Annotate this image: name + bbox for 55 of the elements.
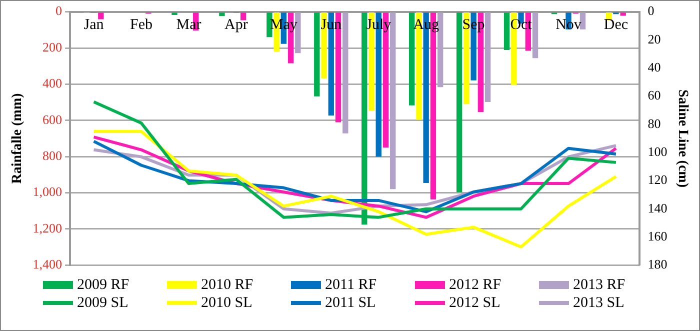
y-tick-label: 1,200 bbox=[32, 220, 62, 236]
x-tick-label: Oct bbox=[510, 17, 533, 34]
legend-label: 2010 SL bbox=[201, 294, 252, 312]
bar bbox=[390, 12, 396, 190]
x-tick-label: Aug bbox=[413, 17, 440, 34]
y-tick-label: 200 bbox=[42, 39, 62, 54]
x-tick-label: May bbox=[270, 17, 298, 34]
y-tick-label: 0 bbox=[56, 3, 62, 18]
y-tick-label: 800 bbox=[42, 148, 62, 164]
y-tick-label: 1,000 bbox=[32, 184, 62, 200]
y2-tick-label: 180 bbox=[648, 256, 668, 272]
bar bbox=[172, 12, 178, 16]
y2-tick-label: 0 bbox=[648, 3, 654, 18]
x-tick-label: Sep bbox=[462, 17, 485, 34]
y2-axis-title: Saline Line (cm) bbox=[674, 90, 690, 188]
y2-tick-label: 140 bbox=[648, 200, 668, 216]
x-tick-label: Apr bbox=[224, 17, 248, 34]
bar bbox=[532, 12, 538, 58]
x-tick-label: Jun bbox=[320, 17, 342, 34]
bar bbox=[580, 12, 586, 30]
bar bbox=[456, 12, 462, 192]
y2-tick-label: 20 bbox=[648, 31, 661, 46]
y2-tick-label: 40 bbox=[648, 60, 661, 75]
y-axis-title: Rainfalle (mm) bbox=[10, 92, 26, 184]
y2-tick-label: 60 bbox=[648, 88, 661, 103]
x-tick-label: Feb bbox=[130, 17, 153, 34]
y2-tick-label: 80 bbox=[648, 116, 661, 131]
bar bbox=[314, 12, 320, 96]
legend-label: 2012 SL bbox=[449, 294, 500, 312]
bar bbox=[219, 12, 225, 16]
legend-label: 2013 SL bbox=[573, 294, 624, 312]
bar bbox=[437, 12, 444, 88]
y-tick-label: 1,400 bbox=[32, 256, 62, 272]
y2-tick-label: 160 bbox=[648, 228, 668, 244]
bar bbox=[240, 12, 246, 20]
legend-label: 2011 SL bbox=[325, 294, 376, 312]
y2-tick-label: 100 bbox=[648, 144, 668, 159]
legend-label: 2009 SL bbox=[77, 294, 128, 312]
bar bbox=[620, 12, 626, 16]
bar bbox=[504, 12, 510, 50]
legend-label: 2009 RF bbox=[77, 276, 130, 294]
bar bbox=[408, 12, 415, 106]
y-tick-label: 600 bbox=[42, 112, 62, 127]
bar bbox=[342, 12, 348, 134]
bar bbox=[98, 12, 104, 20]
legend-label: 2010 RF bbox=[201, 276, 254, 294]
legend-label: 2012 RF bbox=[449, 276, 502, 294]
legend-label: 2011 RF bbox=[325, 276, 377, 294]
x-tick-label: Dec bbox=[604, 17, 628, 34]
x-tick-label: Jan bbox=[84, 17, 104, 34]
x-tick-label: July bbox=[366, 17, 392, 34]
y2-tick-label: 120 bbox=[648, 172, 668, 188]
legend-label: 2013 RF bbox=[573, 276, 626, 294]
y-tick-label: 400 bbox=[42, 76, 62, 91]
bar bbox=[484, 12, 491, 102]
